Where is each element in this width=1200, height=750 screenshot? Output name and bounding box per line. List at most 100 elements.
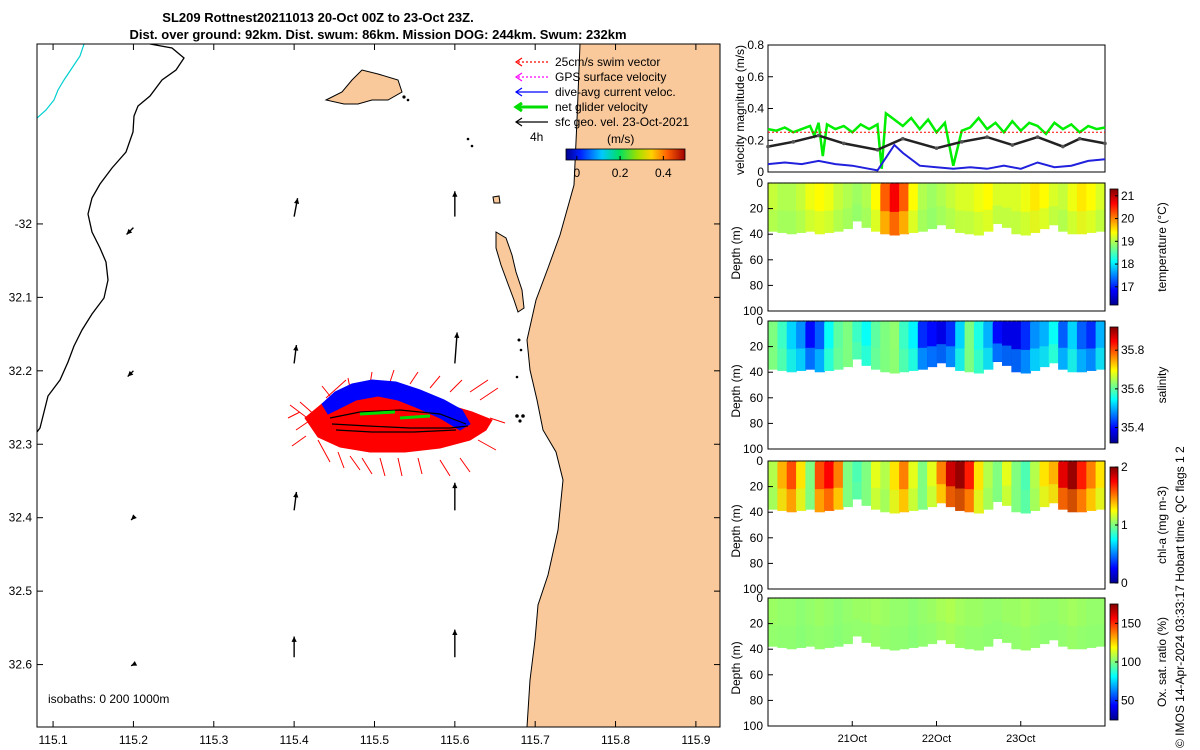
section-dot (983, 597, 989, 603)
section-cell-deep (964, 349, 975, 373)
section-dot (791, 460, 797, 466)
section-cell-deep (1067, 211, 1078, 235)
section-dot (782, 597, 788, 603)
section-dot (903, 182, 910, 188)
section-cell-deep (889, 489, 900, 514)
sfc-arrow-head (126, 228, 133, 235)
section-dot (946, 460, 952, 466)
section-colorbar-tick-label: 21 (1121, 189, 1135, 203)
section-cell (1058, 463, 1069, 510)
section-dot (936, 597, 942, 603)
section-cell-deep (973, 489, 984, 514)
section-dot (1095, 460, 1101, 466)
section-cell-deep (983, 347, 994, 370)
section-cell-deep (1011, 211, 1022, 235)
section-dot (819, 597, 825, 603)
island-carnac (492, 195, 501, 204)
legend-note: 4h (530, 130, 543, 144)
section-dot (988, 460, 994, 466)
section-dot (1002, 460, 1008, 466)
sfc-arrow-head (454, 332, 460, 338)
section-dot (824, 460, 830, 466)
section-dot (941, 182, 947, 188)
section-dot (950, 597, 957, 603)
section-dot (1044, 182, 1050, 188)
legend-label: sfc geo. vel. 23-Oct-2021 (555, 115, 689, 129)
section-dot (875, 320, 882, 326)
section-dot (796, 460, 802, 466)
section-cell-deep (927, 346, 938, 367)
section-cell-deep (908, 210, 919, 233)
section-cell-deep (1011, 626, 1022, 650)
section-dot (922, 182, 928, 188)
section-cell (1011, 323, 1022, 373)
velocity-ticks: 0 0.2 0.4 0.6 0.8 (747, 38, 773, 179)
section-dot (829, 182, 835, 188)
section-cell (992, 185, 1003, 224)
title-line-2: Dist. over ground: 92km. Dist. swum: 86k… (129, 27, 626, 42)
section-cell-deep (880, 489, 891, 513)
section-cell (805, 463, 816, 510)
section-cell (964, 600, 975, 650)
section-cell-deep (936, 206, 947, 226)
section-ylabel: Depth (m) (729, 641, 743, 694)
section-cell-deep (796, 625, 807, 648)
section-ytick-label: 100 (743, 304, 763, 318)
map-ytick-label: 32.1 (9, 290, 33, 304)
section-dot (1095, 320, 1101, 326)
section-cell (805, 185, 816, 232)
section-cell (899, 600, 910, 650)
section-dot (815, 460, 821, 466)
section-cell-deep (889, 626, 900, 651)
map-ytick-label: 32.3 (9, 437, 33, 451)
section-cell-deep (945, 208, 956, 229)
section-cell-deep (871, 209, 881, 232)
section-cell (973, 463, 984, 514)
section-cell (833, 600, 844, 647)
section-cell-deep (1011, 489, 1022, 513)
section-dot (955, 320, 961, 326)
velocity-series-point (875, 147, 880, 152)
section-cell (964, 323, 975, 373)
velocity-ytick-label: 0.4 (747, 102, 764, 116)
section-cell-deep (983, 624, 994, 647)
sfc-arrow-head (131, 660, 138, 666)
section-cell (1048, 600, 1059, 641)
section-dot (927, 320, 933, 326)
velocity-series-point (1035, 135, 1040, 139)
section-dot (768, 597, 774, 603)
section-dot (955, 182, 961, 188)
section-dot (978, 182, 985, 188)
section-dot (918, 320, 924, 326)
section-dot (894, 182, 900, 188)
section-cell (917, 185, 928, 232)
section-dot (1002, 597, 1008, 603)
section-dot (1100, 460, 1106, 466)
section-dot (950, 320, 957, 326)
section-cell (964, 463, 975, 513)
section-dot (1091, 460, 1097, 466)
section-colorbar-label: salinity (1155, 367, 1169, 404)
section-cell-deep (964, 211, 975, 235)
section-dot (899, 182, 905, 188)
map-xtick-label: 115.4 (280, 733, 309, 747)
section-dot (1025, 182, 1031, 188)
speed-colorbar-tick-label: 0.4 (655, 166, 672, 180)
section-cell-deep (983, 487, 994, 510)
section-cell-deep (814, 349, 825, 373)
section-dot (932, 597, 938, 603)
section-dot (815, 320, 821, 326)
section-dot (927, 460, 933, 466)
section-dot (1039, 460, 1045, 466)
section-dot (889, 460, 896, 466)
sfc-velocity-arrows (126, 191, 460, 667)
section-dot (772, 597, 779, 603)
section-dot (1077, 597, 1083, 603)
section-dot (1072, 460, 1078, 466)
footer-credit: © IMOS 14-Apr-2024 03:33:17 Hobart time.… (1173, 446, 1187, 748)
section-dot (1086, 460, 1092, 466)
section-cell (983, 463, 994, 510)
section-cell (927, 463, 938, 508)
section-cell (908, 463, 919, 511)
section-cell-deep (955, 210, 966, 233)
